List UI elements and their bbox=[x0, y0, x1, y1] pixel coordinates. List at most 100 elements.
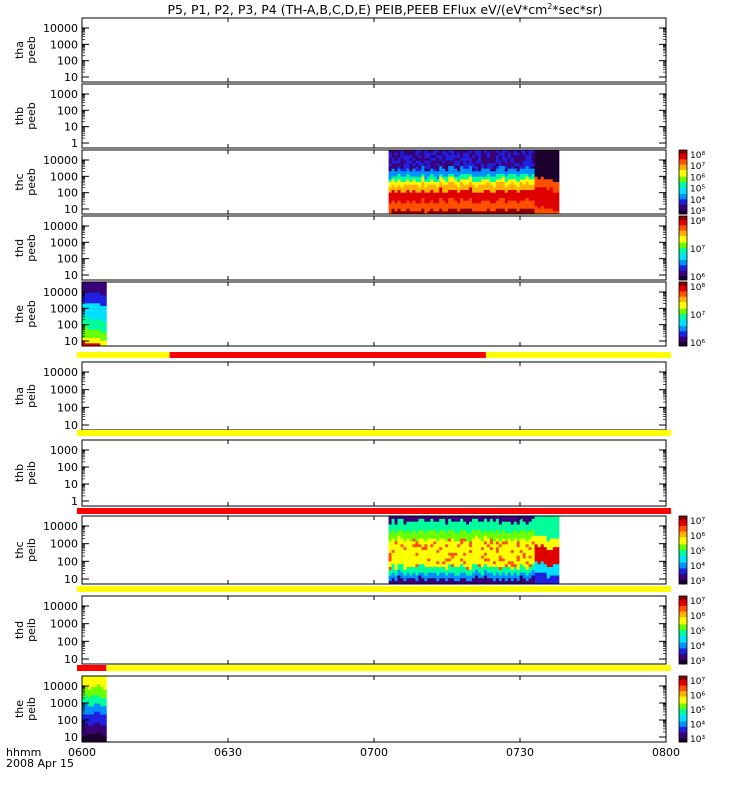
spectrogram-cell bbox=[91, 739, 95, 743]
spectrogram-cell bbox=[501, 160, 506, 164]
spectrogram-cell bbox=[516, 152, 521, 156]
spectrogram-cell bbox=[97, 319, 101, 323]
mode-bar-segment bbox=[169, 352, 486, 358]
spectrogram-cell bbox=[394, 206, 398, 210]
spectrogram-cell bbox=[442, 168, 446, 172]
spectrogram-cell bbox=[418, 530, 422, 534]
spectrogram-cell bbox=[492, 198, 497, 202]
spectrogram-cell bbox=[400, 572, 404, 576]
spectrogram-cell bbox=[388, 171, 392, 175]
spectrogram-cell bbox=[448, 203, 452, 207]
spectrogram-cell bbox=[94, 290, 98, 294]
spectrogram-cell bbox=[525, 155, 530, 159]
spectrogram-cell bbox=[537, 198, 542, 202]
spectrogram-cell bbox=[97, 311, 101, 315]
spectrogram-cell bbox=[504, 174, 509, 178]
spectrogram-cell bbox=[415, 179, 419, 183]
spectrogram-cell bbox=[400, 521, 404, 525]
spectrogram-cell bbox=[466, 567, 470, 571]
y-tick-label: 10 bbox=[64, 269, 78, 282]
spectrogram-cell bbox=[103, 681, 107, 685]
spectrogram-cell bbox=[403, 535, 407, 540]
spectrogram-cell bbox=[522, 203, 527, 207]
spectrogram-cell bbox=[91, 327, 95, 331]
spectrogram-cell bbox=[472, 550, 476, 554]
spectrogram-cell bbox=[445, 521, 449, 525]
spectrogram-cell bbox=[100, 308, 104, 312]
spectrogram-cell bbox=[454, 527, 458, 531]
spectrogram-cell bbox=[451, 182, 455, 186]
spectrogram-cell bbox=[439, 152, 443, 156]
spectrogram-cell bbox=[516, 208, 521, 212]
spectrogram-cell bbox=[424, 150, 428, 154]
spectrogram-cell bbox=[504, 198, 509, 202]
spectrogram-cell bbox=[489, 200, 494, 204]
spectrogram-cell bbox=[492, 179, 497, 183]
spectrogram-cell bbox=[534, 516, 539, 520]
spectrogram-cell bbox=[501, 581, 506, 585]
spectrogram-cell bbox=[483, 179, 488, 183]
spectrogram-cell bbox=[457, 179, 461, 183]
spectrogram-cell bbox=[409, 155, 413, 159]
colorbar-swatch bbox=[679, 170, 687, 172]
spectrogram-cell bbox=[513, 195, 518, 199]
colorbar-swatch bbox=[679, 545, 687, 548]
colorbar-swatch bbox=[679, 278, 687, 281]
spectrogram-cell bbox=[103, 676, 107, 680]
spectrogram-cell bbox=[516, 182, 521, 186]
spectrogram-cell bbox=[82, 322, 86, 326]
spectrogram-cell bbox=[403, 150, 407, 154]
spectrogram-cell bbox=[85, 303, 89, 307]
spectrogram-cell bbox=[540, 524, 545, 528]
spectrogram-cell bbox=[394, 558, 398, 562]
spectrogram-cell bbox=[480, 527, 485, 531]
spectrogram-cell bbox=[433, 581, 437, 585]
spectrogram-cell bbox=[85, 695, 89, 699]
colorbar-swatch bbox=[679, 638, 687, 641]
spectrogram-cell bbox=[397, 521, 401, 525]
colorbar-swatch bbox=[679, 335, 687, 338]
spectrogram-cell bbox=[412, 211, 416, 215]
spectrogram-cell bbox=[513, 527, 518, 531]
spectrogram-cell bbox=[540, 150, 545, 154]
spectrogram-cell bbox=[489, 567, 494, 571]
spectrogram-cell bbox=[513, 538, 518, 542]
spectrogram-cell bbox=[466, 578, 470, 582]
spectrogram-cell bbox=[391, 535, 395, 540]
spectrogram-cell bbox=[534, 535, 539, 540]
colorbar-swatch bbox=[679, 186, 687, 188]
spectrogram-cell bbox=[546, 541, 551, 545]
spectrogram-cell bbox=[501, 541, 506, 545]
spectrogram-cell bbox=[460, 163, 464, 167]
spectrogram-cell bbox=[388, 533, 392, 537]
spectrogram-cell bbox=[442, 190, 446, 194]
spectrogram-cell bbox=[397, 575, 401, 579]
colorbar-swatch bbox=[679, 710, 687, 713]
spectrogram-cell bbox=[519, 569, 524, 574]
spectrogram-cell bbox=[100, 689, 104, 693]
spectrogram-cell bbox=[442, 518, 446, 523]
colorbar-swatch bbox=[679, 567, 687, 569]
spectrogram-cell bbox=[522, 174, 527, 178]
spectrogram-cell bbox=[519, 182, 524, 186]
spectrogram-cell bbox=[475, 569, 479, 574]
spectrogram-cell bbox=[477, 572, 482, 576]
spectrogram-cell bbox=[412, 575, 416, 579]
colorbar-label: 10⁶ bbox=[690, 339, 705, 349]
spectrogram-cell bbox=[552, 168, 557, 172]
spectrogram-cell bbox=[424, 518, 428, 523]
spectrogram-cell bbox=[537, 152, 542, 156]
spectrogram-cell bbox=[439, 171, 443, 175]
spectrogram-cell bbox=[406, 518, 410, 523]
x-tick-label: 0700 bbox=[360, 746, 388, 759]
spectrogram-cell bbox=[480, 561, 485, 565]
spectrogram-cell bbox=[394, 158, 398, 162]
spectrogram-cell bbox=[424, 541, 428, 545]
colorbar-swatch bbox=[679, 152, 687, 155]
spectrogram-cell bbox=[394, 538, 398, 542]
spectrogram-cell bbox=[475, 198, 479, 202]
spectrogram-cell bbox=[555, 150, 560, 154]
spectrogram-cell bbox=[406, 516, 410, 520]
spectrogram-cell bbox=[97, 298, 101, 302]
